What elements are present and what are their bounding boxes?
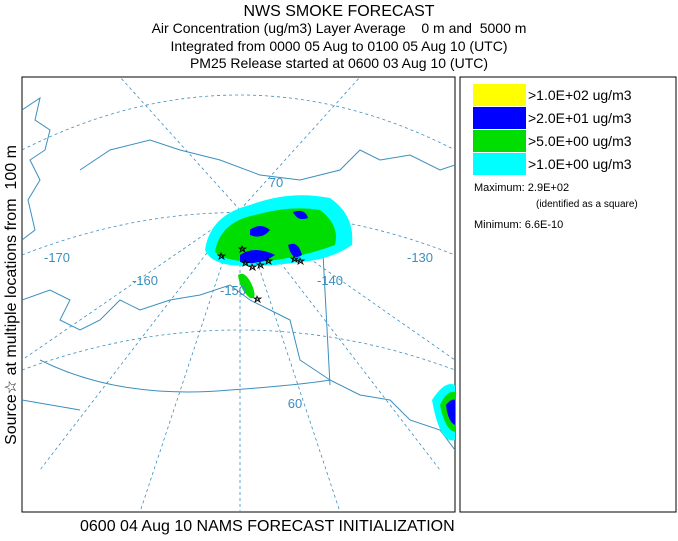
legend-label: >1.0E+00 ug/m3 — [528, 156, 632, 172]
smoke-area — [446, 399, 455, 425]
legend: >1.0E+02 ug/m3 >2.0E+01 ug/m3 >5.0E+00 ug/… — [473, 84, 632, 175]
subtitle: PM25 Release started at 0600 03 Aug 10 (… — [190, 55, 488, 71]
legend-label: >2.0E+01 ug/m3 — [528, 110, 632, 126]
coastline — [22, 359, 331, 411]
coastline — [79, 139, 455, 181]
legend-label: >1.0E+02 ug/m3 — [528, 87, 632, 103]
smoke-area — [238, 273, 255, 299]
side-label: Source☆ at multiple locations from 100 m — [3, 145, 20, 445]
maximum: Maximum: 2.9E+02 — [474, 182, 569, 194]
minimum: Minimum: 6.6E-10 — [474, 219, 563, 231]
subtitle: Air Concentration (ug/m3) Layer Average … — [152, 20, 527, 36]
map-label: -170 — [44, 250, 70, 265]
coastline — [22, 96, 455, 451]
title: NWS SMOKE FORECAST — [243, 3, 434, 20]
map-label: -130 — [407, 250, 433, 265]
map — [21, 76, 456, 513]
border — [321, 234, 331, 386]
legend-label: >5.0E+00 ug/m3 — [528, 133, 632, 149]
smoke-area — [240, 210, 308, 264]
maximum-note: (identified as a square) — [536, 199, 638, 210]
subtitle: Integrated from 0000 05 Aug to 0100 05 A… — [171, 38, 508, 54]
legend-swatch — [473, 84, 526, 106]
source-markers — [216, 244, 306, 304]
legend-swatch — [473, 130, 526, 152]
map-label: -150 — [220, 283, 246, 298]
graticule — [22, 77, 455, 512]
footer: 0600 04 Aug 10 NAMS FORECAST INITIALIZAT… — [80, 518, 455, 535]
legend-swatch — [473, 153, 526, 175]
map-frame — [21, 76, 456, 513]
map-label: 70 — [269, 175, 283, 190]
map-label: 60 — [288, 396, 302, 411]
map-label: -140 — [317, 273, 343, 288]
legend-swatch — [473, 107, 526, 129]
map-label: -160 — [132, 273, 158, 288]
